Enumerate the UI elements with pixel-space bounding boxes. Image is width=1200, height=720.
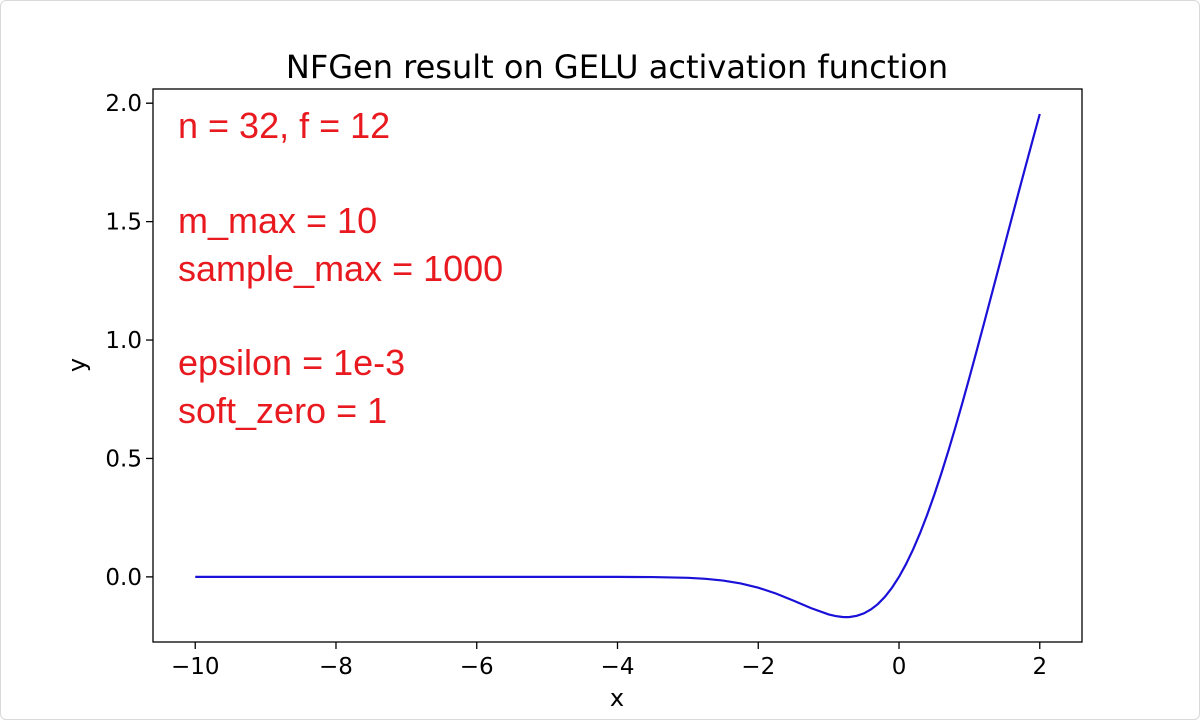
annotation-epsilon: epsilon = 1e-3 [178,342,405,383]
x-tick-label: −8 [319,654,353,680]
x-axis-label: x [610,684,624,712]
parameter-annotations: n = 32, f = 12 m_max = 10 sample_max = 1… [178,105,503,431]
x-tick-label: −6 [460,654,494,680]
y-axis-ticks: 0.0 0.5 1.0 1.5 2.0 [105,91,153,591]
annotation-sample-max: sample_max = 1000 [178,248,503,289]
gelu-series-line [195,113,1041,619]
annotation-m-max: m_max = 10 [178,200,377,241]
y-tick-label: 0.0 [105,565,142,591]
y-tick-label: 0.5 [105,446,142,472]
x-tick-label: −2 [741,654,775,680]
y-axis-label: y [63,358,91,372]
x-tick-label: −4 [601,654,635,680]
y-tick-label: 1.0 [105,328,142,354]
annotation-n-f: n = 32, f = 12 [178,105,390,146]
x-axis-ticks: −10 −8 −6 −4 −2 0 2 [171,642,1047,680]
x-tick-label: 2 [1032,654,1047,680]
chart-title: NFGen result on GELU activation function [286,48,948,86]
y-tick-label: 1.5 [105,210,142,236]
y-tick-label: 2.0 [105,91,142,117]
x-tick-label: −10 [171,654,220,680]
annotation-soft-zero: soft_zero = 1 [178,390,387,431]
x-tick-label: 0 [892,654,907,680]
